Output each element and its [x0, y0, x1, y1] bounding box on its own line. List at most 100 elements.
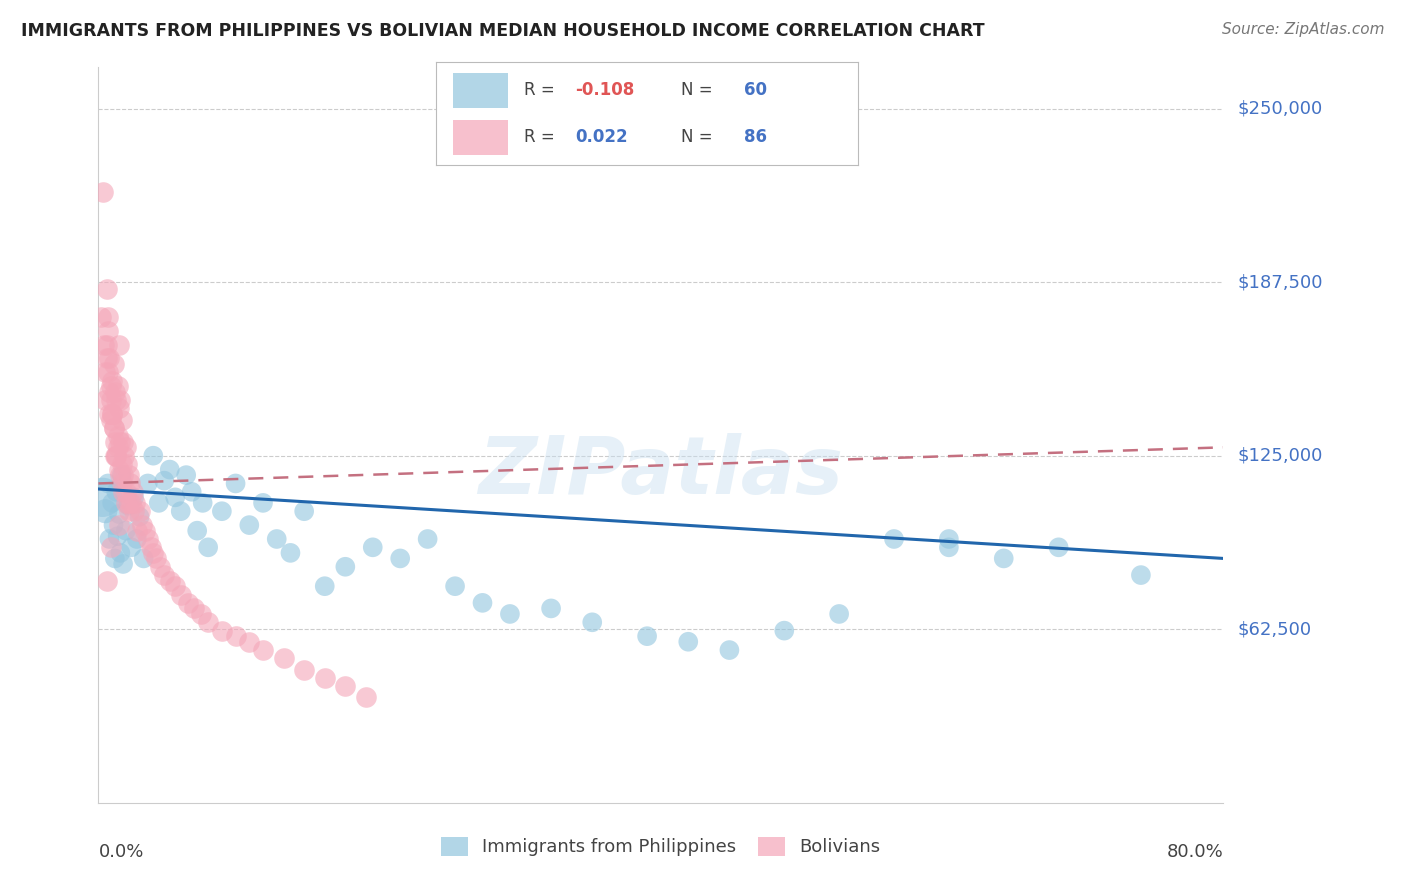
Point — [225, 629, 247, 643]
Point — [111, 412, 134, 426]
Point — [131, 518, 153, 533]
Point — [105, 449, 128, 463]
Point — [122, 504, 145, 518]
Bar — [453, 120, 508, 155]
Point — [165, 491, 187, 505]
Point — [108, 462, 131, 476]
Point — [108, 507, 131, 521]
Point — [211, 624, 233, 638]
Point — [883, 532, 905, 546]
Point — [107, 429, 129, 443]
Text: IMMIGRANTS FROM PHILIPPINES VS BOLIVIAN MEDIAN HOUSEHOLD INCOME CORRELATION CHAR: IMMIGRANTS FROM PHILIPPINES VS BOLIVIAN … — [21, 22, 984, 40]
Point — [115, 457, 138, 471]
Point — [120, 541, 142, 555]
Point — [110, 393, 132, 408]
Point — [94, 504, 117, 518]
Point — [105, 449, 128, 463]
Point — [110, 468, 132, 483]
Point — [191, 496, 214, 510]
Point — [112, 434, 135, 449]
Legend: Immigrants from Philippines, Bolivians: Immigrants from Philippines, Bolivians — [433, 830, 889, 863]
Point — [122, 491, 145, 505]
Point — [103, 421, 125, 435]
Point — [97, 365, 120, 379]
Point — [471, 596, 494, 610]
Point — [105, 484, 128, 499]
Point — [128, 509, 150, 524]
Point — [170, 588, 193, 602]
Point — [292, 663, 315, 677]
Point — [273, 651, 295, 665]
Point — [1047, 541, 1070, 555]
Point — [103, 518, 125, 533]
Point — [678, 634, 700, 648]
Point — [101, 407, 124, 421]
Text: N =: N = — [681, 81, 717, 99]
Point — [104, 384, 127, 399]
Point — [117, 499, 139, 513]
Point — [314, 671, 336, 685]
Point — [104, 434, 127, 449]
Point — [354, 690, 377, 705]
Point — [132, 551, 155, 566]
Point — [389, 551, 412, 566]
Point — [96, 337, 118, 351]
Point — [773, 624, 796, 638]
Text: $250,000: $250,000 — [1237, 100, 1323, 118]
Point — [96, 574, 118, 588]
Point — [100, 541, 122, 555]
Point — [104, 449, 127, 463]
Point — [98, 351, 121, 366]
Point — [540, 601, 562, 615]
Point — [636, 629, 658, 643]
Text: N =: N = — [681, 128, 717, 146]
Point — [190, 607, 212, 621]
Text: 0.0%: 0.0% — [98, 843, 143, 862]
Point — [252, 496, 274, 510]
Point — [159, 462, 181, 476]
Point — [120, 496, 142, 510]
Point — [117, 504, 139, 518]
Point — [115, 524, 138, 538]
Point — [128, 504, 150, 518]
Text: 86: 86 — [744, 128, 766, 146]
Point — [280, 546, 302, 560]
Point — [108, 518, 131, 533]
Point — [101, 374, 124, 388]
Point — [94, 393, 117, 408]
Text: ZIPatlas: ZIPatlas — [478, 433, 844, 510]
Point — [499, 607, 522, 621]
Point — [101, 496, 124, 510]
Point — [91, 185, 114, 199]
Point — [107, 441, 129, 455]
Point — [938, 541, 960, 555]
Point — [112, 468, 135, 483]
Point — [581, 615, 603, 630]
Point — [118, 476, 141, 491]
Text: 80.0%: 80.0% — [1167, 843, 1223, 862]
Point — [98, 384, 121, 399]
Text: $187,500: $187,500 — [1237, 273, 1323, 291]
Point — [174, 468, 197, 483]
Text: R =: R = — [524, 81, 561, 99]
Point — [90, 310, 112, 324]
Point — [993, 551, 1015, 566]
Point — [180, 484, 202, 499]
Point — [115, 496, 138, 510]
Point — [145, 551, 167, 566]
Point — [107, 379, 129, 393]
Point — [121, 484, 143, 499]
Point — [238, 634, 260, 648]
Point — [97, 310, 120, 324]
Point — [266, 532, 288, 546]
Point — [103, 357, 125, 371]
Point — [361, 541, 384, 555]
Point — [938, 532, 960, 546]
Point — [153, 568, 176, 582]
Point — [142, 546, 165, 560]
Point — [211, 504, 233, 518]
Point — [125, 524, 148, 538]
Point — [100, 412, 122, 426]
Point — [93, 337, 115, 351]
Point — [91, 491, 114, 505]
